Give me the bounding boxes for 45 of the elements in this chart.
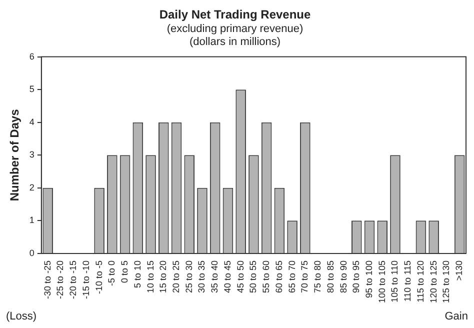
y-tick-label: 5 [29,84,34,94]
chart-title: Daily Net Trading Revenue [159,8,312,22]
x-tick-label: -10 to -5 [94,260,104,294]
text: (Loss) [6,310,37,323]
x-tick-label: 60 to 65 [274,260,284,293]
x-tick-label: -30 to -25 [42,260,52,299]
x-tick-label: 75 to 80 [312,260,323,293]
x-tick-label: 20 to 25 [170,260,181,293]
y-tick-label: 2 [29,182,34,192]
x-tick-label: 95 to 100 [364,260,374,298]
x-tick-label: 10 to 15 [145,260,156,293]
y-tick-label: 1 [29,215,34,226]
x-tick-label: 100 to 105 [376,260,387,304]
x-tick-label: 110 to 115 [402,260,413,302]
x-tick-label: 105 to 110 [390,260,400,302]
x-tick-label: 65 to 70 [286,260,297,293]
x-tick-label: 115 to 120 [415,260,426,302]
y-axis-title: Number of Days [8,108,22,202]
x-tick-label: -5 to 0 [106,260,117,286]
x-tick-label: >130 [454,260,464,281]
x-tick-label: 120 to 125 [428,260,438,304]
x-tick-label: 5 to 10 [132,260,142,288]
x-tick-label: 15 to 20 [158,260,168,293]
y-tick-label: 4 [29,116,34,127]
x-tick-label: 80 to 85 [325,260,336,293]
x-tick-label: 25 to 30 [184,260,194,293]
x-tick-label: 85 to 90 [338,260,348,293]
x-tick-label: 30 to 35 [196,260,207,293]
x-tick-label: 40 to 45 [222,260,232,293]
x-tick-label: 55 to 60 [261,260,272,293]
x-tick-label: 0 to 5 [120,260,130,283]
x-tick-label: 90 to 95 [351,260,362,293]
y-tick-label: 0 [29,248,34,258]
x-tick-label: -25 to -20 [55,260,66,299]
x-tick-label: 70 to 75 [300,260,310,293]
x-tick-label: 125 to 130 [441,260,452,304]
x-tick-label: 35 to 40 [210,260,220,293]
text: Gain [444,310,468,323]
chart-subtitle: (excluding primary revenue) (dollars in millions) [166,23,304,48]
x-tick-label: 50 to 55 [248,260,258,293]
x-tick-label: -15 to -10 [80,260,91,299]
y-tick-label: 6 [29,51,34,62]
y-tick-label: 3 [29,150,34,160]
x-tick-label: -20 to -15 [68,260,78,299]
x-tick-label: 45 to 50 [235,260,246,293]
